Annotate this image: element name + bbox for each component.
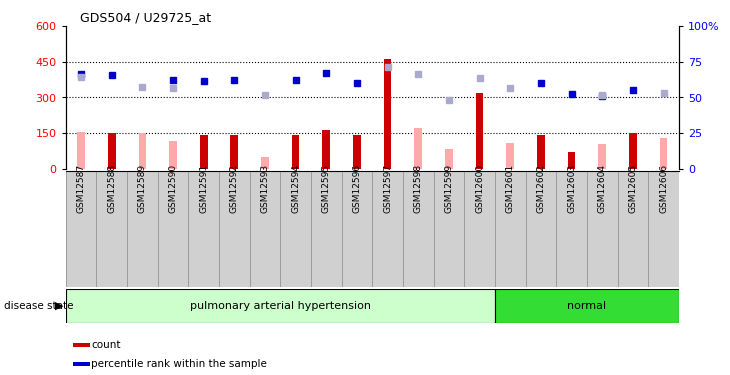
Bar [445, 148, 453, 169]
Bar [292, 135, 299, 169]
Bar [77, 132, 85, 169]
Bar [476, 93, 483, 169]
Bar [660, 138, 667, 169]
Bar [323, 129, 330, 169]
Bar [139, 133, 146, 169]
Bar [200, 135, 207, 169]
Bar [599, 144, 606, 169]
Bar [261, 157, 269, 169]
Text: percentile rank within the sample: percentile rank within the sample [91, 359, 267, 369]
Bar [108, 133, 115, 169]
Bar [537, 135, 545, 169]
Bar [629, 133, 637, 169]
Bar [353, 135, 361, 169]
Bar [507, 142, 514, 169]
Bar [415, 128, 422, 169]
Text: GDS504 / U29725_at: GDS504 / U29725_at [80, 11, 212, 24]
Bar [568, 152, 575, 169]
Bar [66, 289, 495, 322]
Bar [169, 141, 177, 169]
Text: disease state: disease state [4, 301, 73, 310]
Bar [384, 60, 391, 169]
Bar [495, 289, 679, 322]
Bar [231, 135, 238, 169]
Text: pulmonary arterial hypertension: pulmonary arterial hypertension [190, 301, 371, 310]
Text: normal: normal [567, 301, 607, 310]
Text: ▶: ▶ [55, 301, 64, 310]
Text: count: count [91, 340, 120, 350]
